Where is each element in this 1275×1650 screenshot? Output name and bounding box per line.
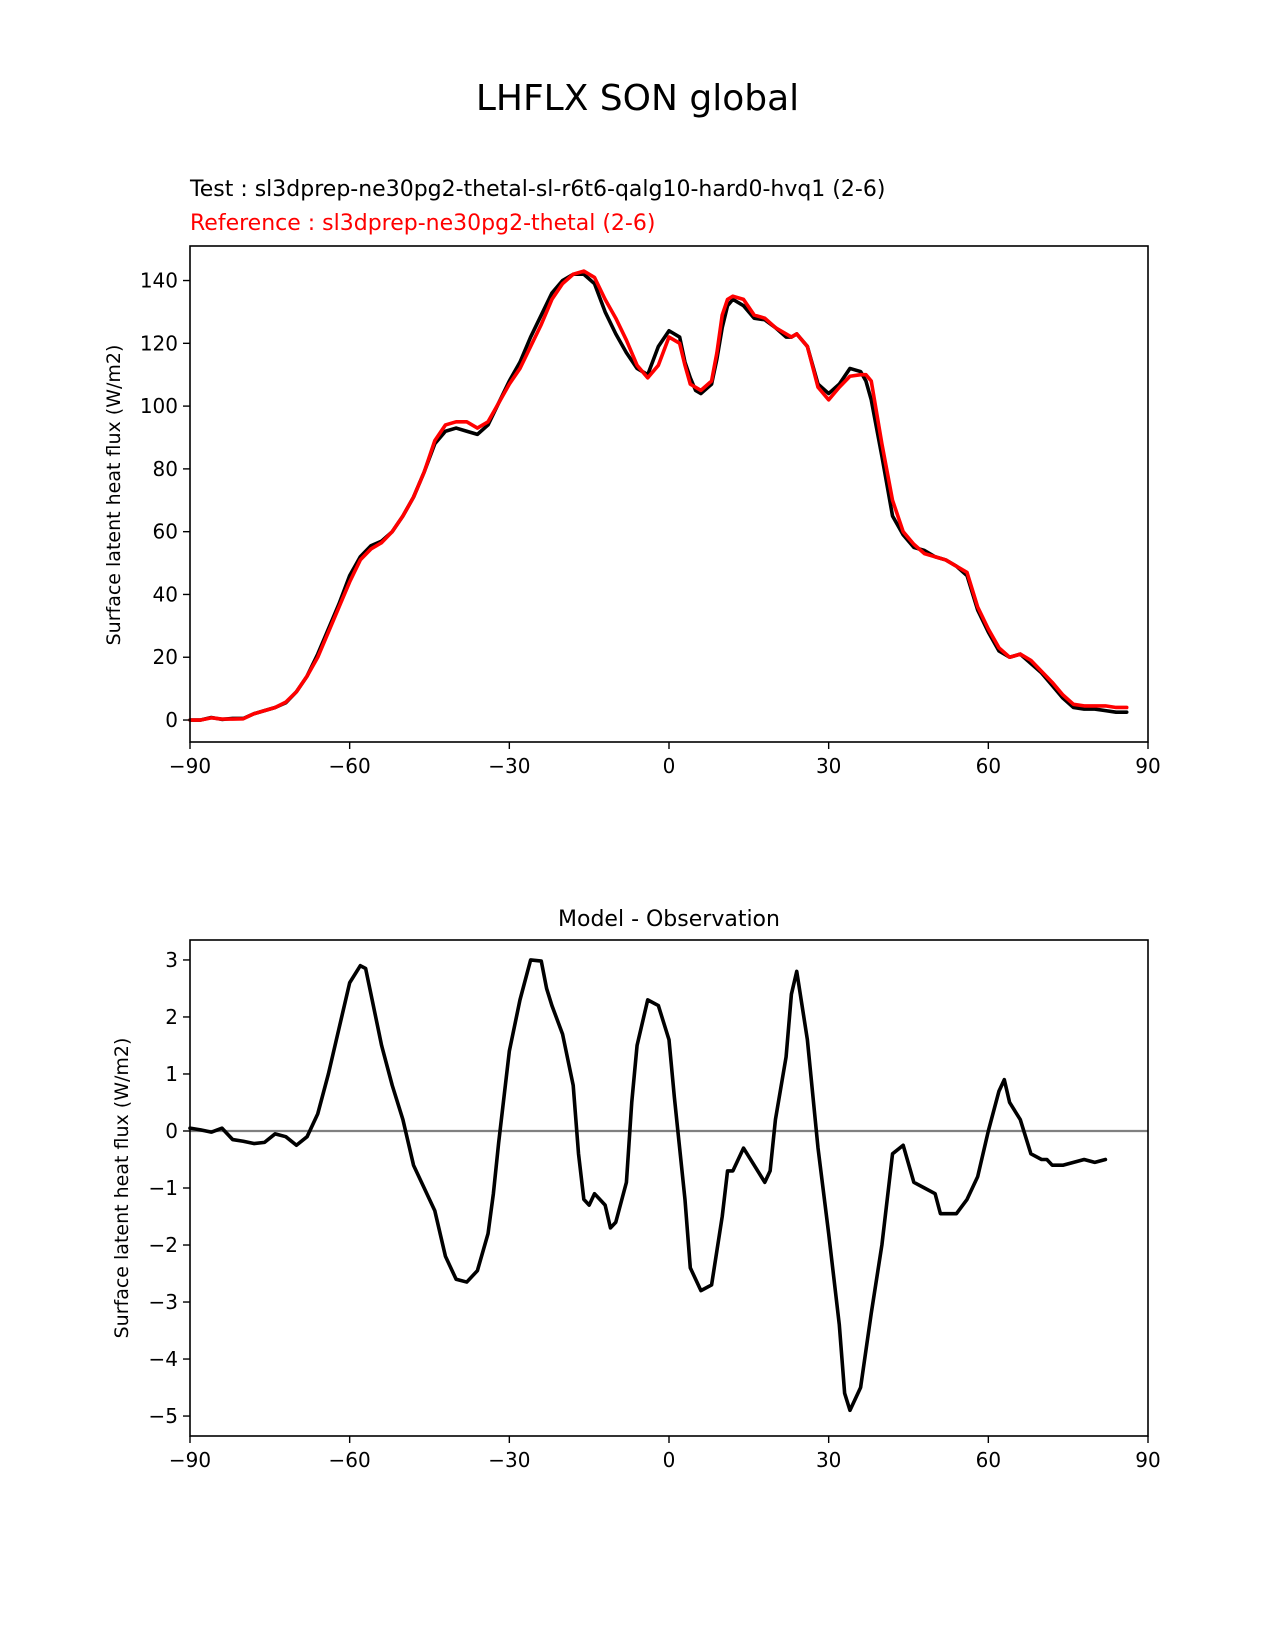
top-xtick-label: 30 — [816, 754, 841, 778]
bottom-title: Model - Observation — [558, 907, 780, 932]
test-label: Test : sl3dprep-ne30pg2-thetal-sl-r6t6-q… — [189, 177, 885, 202]
bottom-ylabel: Surface latent heat flux (W/m2) — [111, 1038, 133, 1339]
top-ylabel: Surface latent heat flux (W/m2) — [103, 345, 125, 646]
top-xtick-label: −60 — [329, 754, 371, 778]
bottom-xtick-label: −30 — [488, 1448, 530, 1472]
bottom-xtick-label: −60 — [329, 1448, 371, 1472]
bottom-ytick-label: 0 — [165, 1119, 178, 1143]
bottom-ticks-group: −90 −60 −30 0 30 60 90 −5 −4 −3 −2 −1 0 1 2 3 — [149, 948, 1161, 1472]
top-ytick-label: 60 — [153, 520, 178, 544]
top-axes-frame — [189, 245, 1149, 743]
panel-bottom: Model - Observation Surface latent heat … — [111, 907, 1161, 1472]
bottom-ytick-label: −3 — [149, 1290, 178, 1314]
bottom-series-model-observation-line — [188, 958, 1108, 1413]
top-ytick-label: 140 — [140, 269, 178, 293]
top-ytick-label: 0 — [165, 708, 178, 732]
bottom-ytick-label: 3 — [165, 948, 178, 972]
top-ytick-label: 100 — [140, 394, 178, 418]
bottom-ytick-label: −2 — [149, 1233, 178, 1257]
bottom-xtick-label: −90 — [169, 1448, 211, 1472]
bottom-xtick-label: 90 — [1135, 1448, 1160, 1472]
top-series-reference-line — [188, 269, 1129, 722]
reference-label: Reference : sl3dprep-ne30pg2-thetal (2-6… — [190, 211, 655, 236]
bottom-ytick-label: −4 — [149, 1347, 178, 1371]
top-xtick-label: 0 — [663, 754, 676, 778]
panel-top: Test : sl3dprep-ne30pg2-thetal-sl-r6t6-q… — [103, 177, 1161, 778]
top-ticks-group: −90 −60 −30 0 30 60 90 0 20 40 60 80 100 120 140 — [140, 269, 1161, 778]
top-series-test-line — [188, 272, 1129, 722]
bottom-xtick-label: 0 — [663, 1448, 676, 1472]
top-series-group — [188, 269, 1129, 722]
top-xtick-label: 90 — [1135, 754, 1160, 778]
top-ytick-label: 20 — [153, 645, 178, 669]
figure-title: LHFLX SON global — [476, 78, 799, 119]
bottom-ytick-label: −5 — [149, 1404, 178, 1428]
top-ytick-label: 40 — [153, 582, 178, 606]
top-xtick-label: 60 — [976, 754, 1001, 778]
bottom-xtick-label: 60 — [976, 1448, 1001, 1472]
top-xtick-label: −90 — [169, 754, 211, 778]
bottom-ytick-label: 1 — [165, 1062, 178, 1086]
bottom-ytick-label: 2 — [165, 1005, 178, 1029]
top-ytick-label: 120 — [140, 331, 178, 355]
bottom-axes-frame — [189, 939, 1149, 1437]
top-xtick-label: −30 — [488, 754, 530, 778]
bottom-ytick-label: −1 — [149, 1176, 178, 1200]
top-ytick-label: 80 — [153, 457, 178, 481]
bottom-series-group — [188, 958, 1108, 1413]
bottom-xtick-label: 30 — [816, 1448, 841, 1472]
